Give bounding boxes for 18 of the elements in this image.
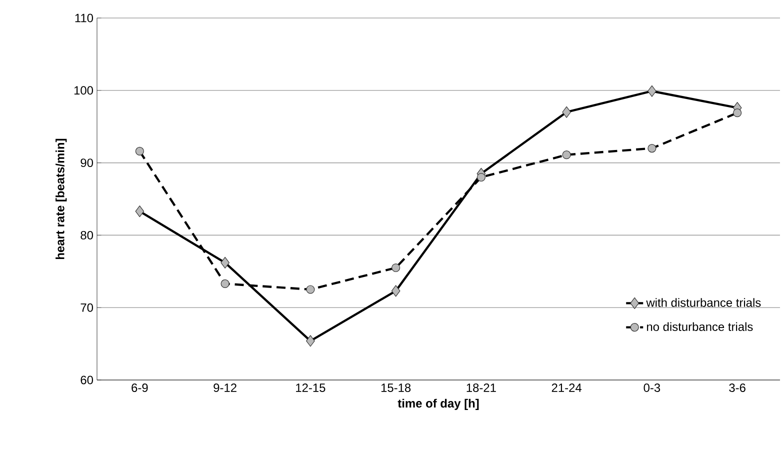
- x-tick-label: 6-9: [132, 384, 148, 392]
- legend-label: no disturbance trials: [647, 322, 753, 331]
- x-axis-title: time of day [h]: [398, 398, 479, 410]
- y-axis-title: heart rate [beats/min]: [56, 138, 67, 259]
- x-tick-label: 21-24: [552, 384, 582, 392]
- x-tick-label: 0-3: [644, 384, 660, 392]
- y-tick-label: 70: [80, 303, 94, 312]
- y-tick-label: 100: [74, 86, 94, 95]
- legend-label: with disturbance trials: [646, 298, 761, 307]
- x-tick-label: 12-15: [296, 384, 326, 392]
- x-tick-label: 9-12: [214, 384, 236, 392]
- y-tick-label: 80: [80, 230, 94, 240]
- y-tick-label: 90: [80, 158, 94, 168]
- y-tick-label: 110: [75, 14, 94, 22]
- y-tick-label: 60: [80, 376, 94, 384]
- x-tick-label: 15-18: [381, 384, 411, 392]
- x-tick-label: 18-21: [466, 384, 496, 392]
- x-tick-label: 3-6: [729, 384, 746, 392]
